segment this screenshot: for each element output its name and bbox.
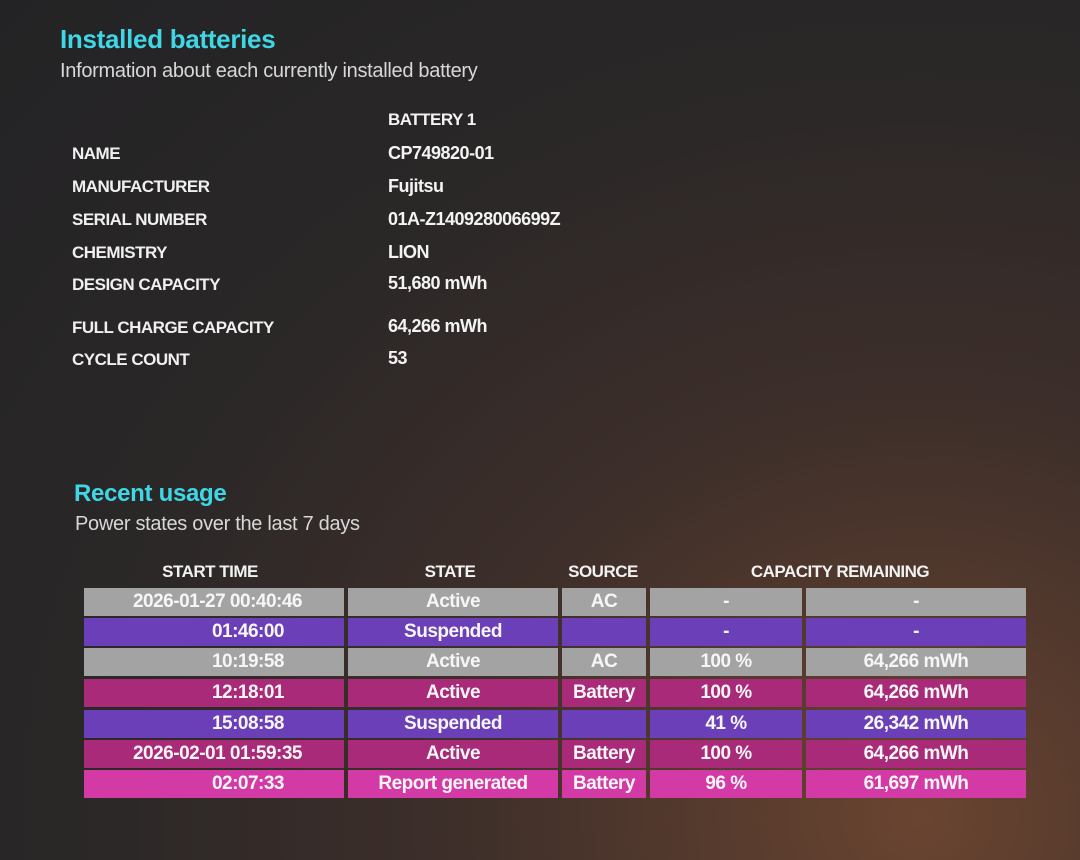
usage-row: 12:18:01 Active Battery 100 % 64,266 mWh bbox=[84, 679, 1026, 708]
capacity-cell: 64,266 mWh bbox=[806, 679, 1026, 707]
capacity-cell: - bbox=[806, 618, 1026, 646]
capacity-cell: 61,697 mWh bbox=[806, 770, 1026, 798]
field-value-full-charge-capacity: 64,266 mWh bbox=[388, 316, 488, 336]
field-value-chemistry: LION bbox=[388, 242, 430, 262]
recent-usage-subtitle: Power states over the last 7 days bbox=[75, 513, 360, 535]
installed-batteries-title: Installed batteries bbox=[60, 24, 276, 54]
source-cell bbox=[562, 618, 646, 646]
percent-cell: - bbox=[650, 588, 802, 616]
state-cell: Active bbox=[348, 740, 558, 768]
column-header-source: SOURCE bbox=[568, 562, 638, 581]
start-time-cell: 01:46:00 bbox=[84, 618, 344, 646]
field-label-name: NAME bbox=[72, 144, 121, 163]
usage-row: 10:19:58 Active AC 100 % 64,266 mWh bbox=[84, 648, 1026, 677]
field-label-manufacturer: MANUFACTURER bbox=[72, 177, 210, 196]
field-label-cycle-count: CYCLE COUNT bbox=[72, 350, 190, 369]
source-cell: AC bbox=[562, 648, 646, 676]
start-time-cell: 12:18:01 bbox=[84, 679, 344, 707]
usage-row: 02:07:33 Report generated Battery 96 % 6… bbox=[84, 770, 1026, 799]
state-cell: Active bbox=[348, 679, 558, 707]
percent-cell: - bbox=[650, 618, 802, 646]
field-value-manufacturer: Fujitsu bbox=[388, 176, 444, 196]
capacity-cell: - bbox=[806, 588, 1026, 616]
source-cell: AC bbox=[562, 588, 646, 616]
field-value-cycle-count: 53 bbox=[388, 348, 408, 368]
field-label-full-charge-capacity: FULL CHARGE CAPACITY bbox=[72, 318, 274, 337]
column-header-start-time: START TIME bbox=[162, 562, 258, 581]
start-time-cell: 10:19:58 bbox=[84, 648, 344, 676]
percent-cell: 41 % bbox=[650, 710, 802, 738]
battery-column-header: BATTERY 1 bbox=[388, 110, 476, 129]
field-value-serial-number: 01A-Z140928006699Z bbox=[388, 209, 561, 229]
state-cell: Report generated bbox=[348, 770, 558, 798]
source-cell bbox=[562, 710, 646, 738]
usage-row: 2026-02-01 01:59:35 Active Battery 100 %… bbox=[84, 740, 1026, 769]
state-cell: Suspended bbox=[348, 618, 558, 646]
recent-usage-title: Recent usage bbox=[74, 480, 227, 507]
field-label-design-capacity: DESIGN CAPACITY bbox=[72, 275, 221, 294]
capacity-cell: 64,266 mWh bbox=[806, 740, 1026, 768]
usage-row: 2026-01-27 00:40:46 Active AC - - bbox=[84, 588, 1026, 617]
field-label-serial-number: SERIAL NUMBER bbox=[72, 210, 207, 229]
percent-cell: 100 % bbox=[650, 679, 802, 707]
start-time-cell: 2026-01-27 00:40:46 bbox=[84, 588, 344, 616]
source-cell: Battery bbox=[562, 679, 646, 707]
percent-cell: 96 % bbox=[650, 770, 802, 798]
field-value-name: CP749820-01 bbox=[388, 143, 494, 163]
percent-cell: 100 % bbox=[650, 740, 802, 768]
start-time-cell: 2026-02-01 01:59:35 bbox=[84, 740, 344, 768]
start-time-cell: 02:07:33 bbox=[84, 770, 344, 798]
installed-batteries-subtitle: Information about each currently install… bbox=[60, 60, 478, 82]
source-cell: Battery bbox=[562, 740, 646, 768]
usage-row: 01:46:00 Suspended - - bbox=[84, 618, 1026, 647]
column-header-state: STATE bbox=[424, 562, 476, 581]
capacity-cell: 64,266 mWh bbox=[806, 648, 1026, 676]
usage-row: 15:08:58 Suspended 41 % 26,342 mWh bbox=[84, 710, 1026, 739]
source-cell: Battery bbox=[562, 770, 646, 798]
field-value-design-capacity: 51,680 mWh bbox=[388, 273, 488, 293]
state-cell: Active bbox=[348, 588, 558, 616]
state-cell: Suspended bbox=[348, 710, 558, 738]
start-time-cell: 15:08:58 bbox=[84, 710, 344, 738]
state-cell: Active bbox=[348, 648, 558, 676]
column-header-capacity-remaining: CAPACITY REMAINING bbox=[750, 562, 930, 581]
capacity-cell: 26,342 mWh bbox=[806, 710, 1026, 738]
field-label-chemistry: CHEMISTRY bbox=[72, 243, 168, 262]
percent-cell: 100 % bbox=[650, 648, 802, 676]
